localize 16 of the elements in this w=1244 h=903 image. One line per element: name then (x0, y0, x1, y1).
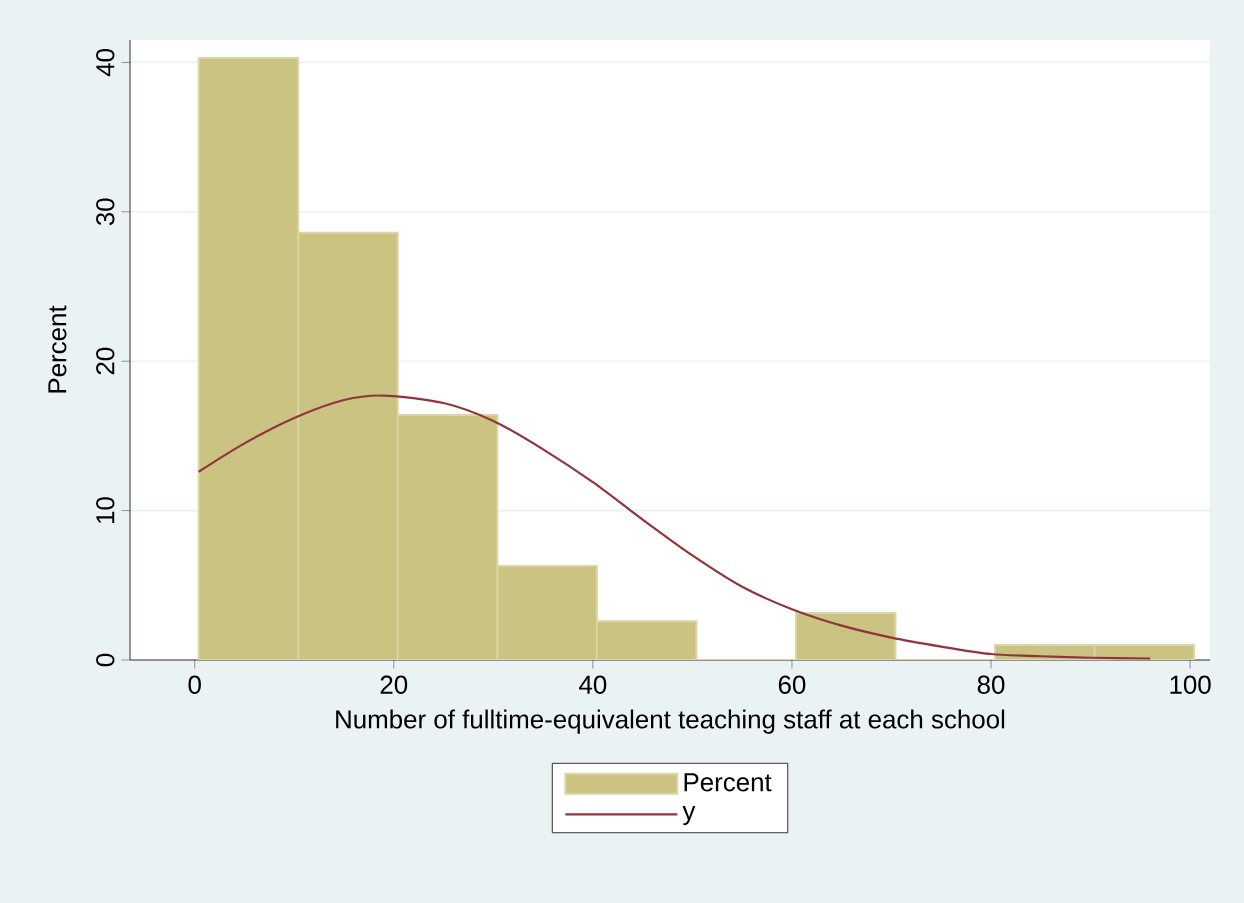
y-tick-label: 20 (96, 347, 115, 375)
line-series (197, 394, 1152, 660)
x-tick-label: 100 (1170, 675, 1211, 694)
x-tick-label: 60 (778, 675, 806, 694)
x-axis-title: Number of fulltime-equivalent teaching staff at each school (336, 709, 1005, 734)
y-tick-label: 30 (96, 198, 115, 226)
y-tick-label: 40 (96, 49, 115, 77)
y-tick-label: 0 (96, 653, 115, 667)
x-tick-label: 80 (977, 675, 1005, 694)
x-tick-label: 0 (188, 675, 201, 694)
x-tick-label: 20 (380, 675, 408, 694)
x-tick-label: 40 (579, 675, 607, 694)
y-axis-title: Percent (48, 305, 67, 393)
legend-label: y (682, 806, 696, 826)
y-tick-label: 10 (96, 497, 115, 524)
legend-label: Percent (684, 773, 772, 792)
